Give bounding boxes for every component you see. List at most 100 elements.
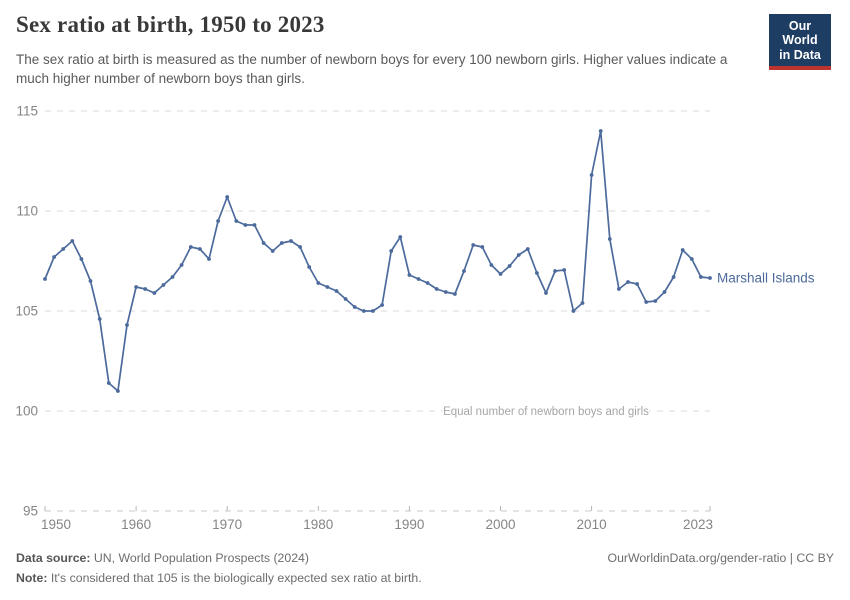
data-source-value: UN, World Population Prospects (2024) [90,551,309,565]
x-axis-tick-label: 1950 [41,517,71,532]
data-point [644,300,649,304]
data-point [571,309,576,313]
data-point [407,273,412,277]
data-point [507,264,512,268]
owid-logo: Our World in Data [769,14,831,71]
data-point [234,219,239,223]
data-point [261,241,266,245]
owid-logo-line1: Our World [782,19,818,48]
data-point [425,281,430,285]
x-axis-tick-label: 1980 [303,517,333,532]
data-point [453,292,457,296]
sex-ratio-line-chart: 95 100 105 110 115 1950 1960 1970 1980 1990 2000 20… [15,104,815,533]
data-point [252,223,257,227]
x-axis-tick-label: 1960 [121,517,151,532]
data-point [116,389,120,393]
series-end-label: Marshall Islands [717,271,815,286]
data-point [662,290,667,294]
footer-row-source: Data source: UN, World Population Prospe… [16,548,834,568]
data-point [279,241,284,245]
y-axis-tick-label: 100 [15,404,38,419]
data-point [343,297,348,301]
data-point [43,277,47,281]
data-point [88,279,93,283]
x-axis-tick-label: 2000 [485,517,515,532]
data-point [617,287,621,291]
data-point [498,272,503,276]
x-axis-tick-label: 1970 [212,517,242,532]
data-source-label: Data source: [16,551,91,565]
data-point [389,249,394,253]
data-point [325,285,330,289]
data-point [298,245,302,249]
equal-number-annotation: Equal number of newborn boys and girls [443,406,649,418]
data-point [471,243,476,247]
data-point [671,275,676,279]
data-point [553,269,557,273]
data-point [562,268,567,272]
data-point [607,237,612,241]
data-point [598,129,603,133]
chart-subtitle: The sex ratio at birth is measured as th… [16,52,728,87]
data-point [462,269,466,273]
data-point [352,305,357,309]
y-axis-tick-label: 115 [16,104,38,119]
data-point [152,291,157,295]
data-point [380,303,384,307]
data-point [198,247,202,251]
data-point [225,195,230,199]
data-point [179,263,184,267]
data-point [70,239,75,243]
data-point [334,289,339,293]
annotation-backing [443,403,649,419]
data-point [188,245,193,249]
data-point [52,255,56,259]
y-axis-tick-label: 110 [16,204,38,219]
data-point [134,285,139,289]
x-axis-tick-label: 2010 [577,517,607,532]
data-point [398,235,403,239]
data-point [626,280,630,284]
data-point [361,309,366,313]
data-point [708,276,712,280]
data-point [161,283,166,287]
data-point [143,287,148,291]
data-point [653,299,658,303]
data-point [489,263,494,267]
data-point [580,301,585,305]
owid-logo-line2: in Data [779,47,821,62]
data-point [434,287,439,291]
x-axis-tick-label: 1990 [394,517,424,532]
note-value: It's considered that 105 is the biologic… [47,571,422,586]
data-point [680,248,685,252]
data-point [589,173,594,177]
y-axis-tick-label: 95 [23,504,38,519]
data-point [106,381,111,385]
data-point [270,249,275,253]
data-point [216,219,221,223]
data-point [699,275,703,279]
data-point [525,247,530,251]
chart-footer: Data source: UN, World Population Prospe… [16,548,834,589]
data-point [207,257,211,261]
data-point [170,275,175,279]
data-point [125,323,129,327]
page-title: Sex ratio at birth, 1950 to 2023 [16,12,325,37]
data-point [443,290,448,294]
data-point [635,282,639,286]
data-point [535,271,539,275]
y-axis-tick-label: 105 [15,304,38,319]
footer-row-note: Note: It's considered that 105 is the bi… [16,568,834,588]
data-point [316,281,321,285]
data-point [61,247,66,251]
data-point [516,253,521,257]
data-point [97,317,102,321]
data-point [480,245,485,249]
credit-link[interactable]: OurWorldinData.org/gender-ratio | CC BY [607,551,834,565]
data-point [243,223,248,227]
data-source-text: Data source: UN, World Population Prospe… [16,548,309,568]
data-point [371,309,375,313]
note-label: Note: [16,571,48,586]
x-axis-tick-label: 2023 [683,517,713,532]
